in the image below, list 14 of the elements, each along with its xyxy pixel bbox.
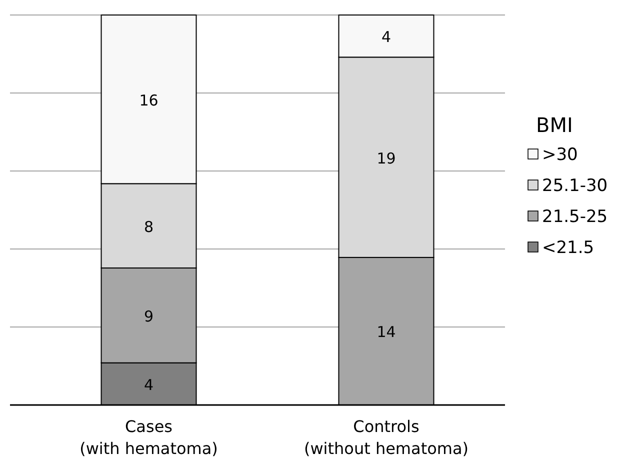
data-label: 9	[144, 307, 154, 326]
legend-label: 25.1-30	[542, 176, 608, 196]
legend-label: 21.5-25	[542, 207, 608, 227]
data-label: 14	[376, 323, 396, 342]
data-label: 16	[139, 91, 158, 110]
data-label: 4	[144, 376, 154, 394]
data-label: 4	[381, 28, 392, 46]
x-tick-label: Controls (without hematoma)	[304, 417, 469, 458]
legend-label: <21.5	[542, 238, 594, 258]
legend-title: BMI	[536, 113, 573, 137]
data-label: 19	[376, 149, 396, 168]
legend-label: >30	[542, 145, 578, 165]
data-label: 8	[144, 218, 154, 236]
x-tick-label: Cases (with hematoma)	[80, 417, 218, 458]
